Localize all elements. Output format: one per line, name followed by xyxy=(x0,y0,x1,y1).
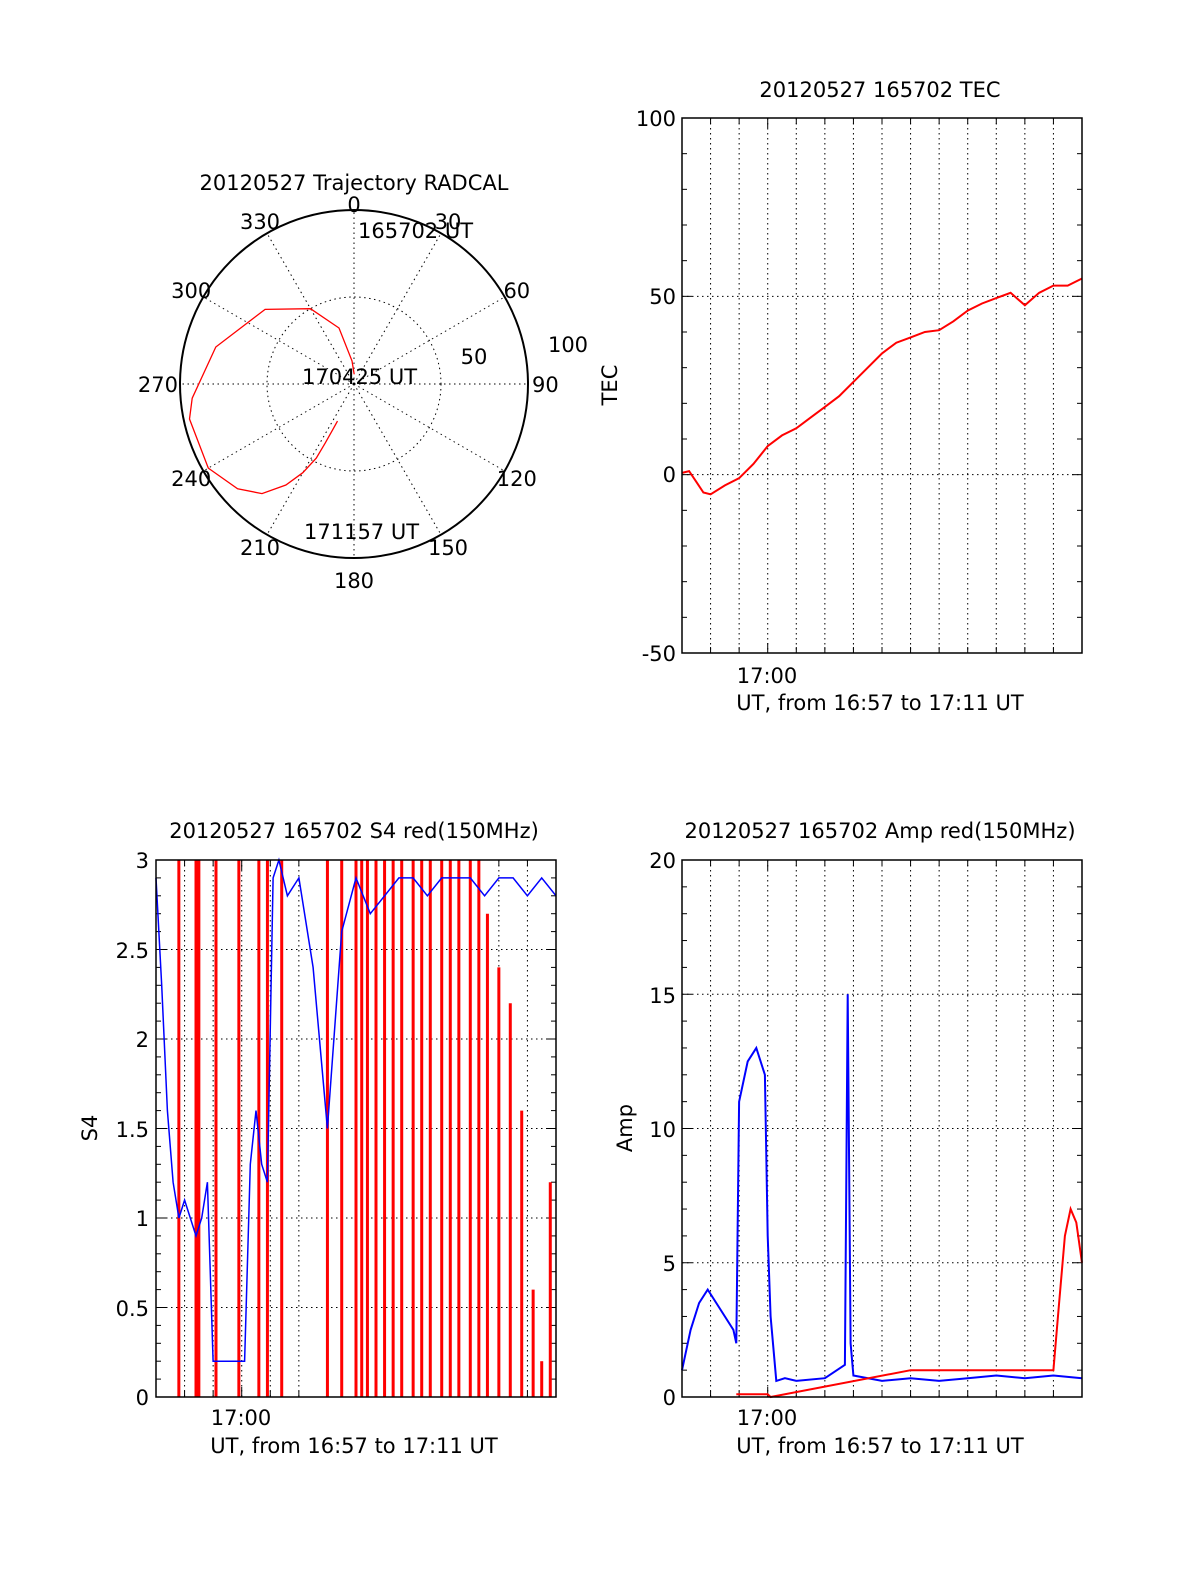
azimuth-label-300: 300 xyxy=(171,279,211,303)
amp-panel: 20120527 165702 Amp red(150MHz) 17:00 UT… xyxy=(613,819,1083,1458)
tec-series-red xyxy=(681,277,1083,496)
tec-xtick-label: 17:00 xyxy=(737,664,798,688)
azimuth-labels: 0 30 60 90 120 150 180 210 240 270 300 330 xyxy=(138,193,559,593)
tec-grid xyxy=(682,118,1082,653)
trajectory-end-label: 171157 UT xyxy=(304,520,419,544)
tec-panel: 20120527 165702 TEC 17:00 UT, from 16:57… xyxy=(598,78,1083,715)
tec-title: 20120527 165702 TEC xyxy=(759,78,1000,102)
elevation-label-50: 50 xyxy=(461,345,488,369)
polar-spoke-150 xyxy=(353,383,442,535)
azimuth-label-240: 240 xyxy=(171,467,211,491)
tec-ytick-100: 100 xyxy=(636,107,676,131)
s4-ytick-3: 3 xyxy=(136,849,149,873)
trajectory-panel: 20120527 Trajectory RADCAL 0 30 60 90 120 150… xyxy=(138,171,588,593)
s4-ytick-1: 1 xyxy=(136,1207,149,1231)
tec-xlabel: UT, from 16:57 to 17:11 UT xyxy=(736,691,1024,715)
s4-ytick-1-5: 1.5 xyxy=(116,1118,149,1142)
amp-grid xyxy=(682,860,1082,1397)
azimuth-label-120: 120 xyxy=(497,467,537,491)
tec-ytick-minus50: -50 xyxy=(642,642,676,666)
s4-ytick-0: 0 xyxy=(136,1386,149,1410)
azimuth-label-30: 30 xyxy=(435,210,462,234)
amp-series-red xyxy=(736,1205,1083,1399)
amp-ticks xyxy=(682,859,1082,1398)
polar-ring-50 xyxy=(266,296,442,472)
azimuth-label-180: 180 xyxy=(334,569,374,593)
amp-ytick-10: 10 xyxy=(649,1118,676,1142)
s4-xtick-label: 17:00 xyxy=(211,1406,272,1430)
trajectory-mid-label: 170425 UT xyxy=(302,365,417,389)
s4-panel: 20120527 165702 S4 red(150MHz) 17:00 UT,… xyxy=(78,819,557,1458)
s4-ylabel: S4 xyxy=(78,1115,102,1142)
polar-spoke-300 xyxy=(203,296,355,385)
amp-xtick-label: 17:00 xyxy=(737,1406,798,1430)
polar-spoke-120 xyxy=(353,383,505,472)
s4-ytick-2-5: 2.5 xyxy=(116,939,149,963)
polar-spoke-330 xyxy=(266,233,355,385)
s4-ytick-2: 2 xyxy=(136,1028,149,1052)
azimuth-label-270: 270 xyxy=(138,373,178,397)
s4-plot-frame xyxy=(155,859,557,1398)
polar-spoke-210 xyxy=(266,383,355,535)
s4-ticks xyxy=(156,859,556,1398)
s4-xlabel: UT, from 16:57 to 17:11 UT xyxy=(210,1434,498,1458)
amp-ytick-5: 5 xyxy=(663,1252,676,1276)
tec-plot-frame xyxy=(681,117,1083,654)
tec-ytick-0: 0 xyxy=(663,463,676,487)
trajectory-start-label: 165702 UT xyxy=(358,219,473,243)
azimuth-label-210: 210 xyxy=(240,536,280,560)
amp-title: 20120527 165702 Amp red(150MHz) xyxy=(684,819,1075,843)
polar-spoke-240 xyxy=(203,383,355,472)
amp-ylabel: Amp xyxy=(613,1104,637,1152)
azimuth-label-330: 330 xyxy=(240,210,280,234)
amp-series-blue xyxy=(681,994,1083,1383)
amp-ytick-0: 0 xyxy=(663,1386,676,1410)
amp-plot-frame xyxy=(681,859,1083,1398)
polar-spoke-30 xyxy=(353,233,442,385)
polar-outer-ring xyxy=(179,209,529,559)
amp-ytick-20: 20 xyxy=(649,849,676,873)
azimuth-label-0: 0 xyxy=(347,193,360,217)
azimuth-label-60: 60 xyxy=(503,279,530,303)
tec-ylabel: TEC xyxy=(598,365,622,407)
s4-series-red xyxy=(177,860,552,1397)
elevation-label-100: 100 xyxy=(548,333,588,357)
amp-xlabel: UT, from 16:57 to 17:11 UT xyxy=(736,1434,1024,1458)
azimuth-label-90: 90 xyxy=(532,373,559,397)
amp-ytick-15: 15 xyxy=(649,984,676,1008)
trajectory-title: 20120527 Trajectory RADCAL xyxy=(200,171,509,195)
polar-spoke-60 xyxy=(353,296,505,385)
s4-title: 20120527 165702 S4 red(150MHz) xyxy=(169,819,539,843)
trajectory-line xyxy=(188,308,355,495)
polar-grid xyxy=(180,210,528,558)
s4-ytick-0-5: 0.5 xyxy=(116,1297,149,1321)
azimuth-label-150: 150 xyxy=(428,536,468,560)
tec-ytick-50: 50 xyxy=(649,285,676,309)
